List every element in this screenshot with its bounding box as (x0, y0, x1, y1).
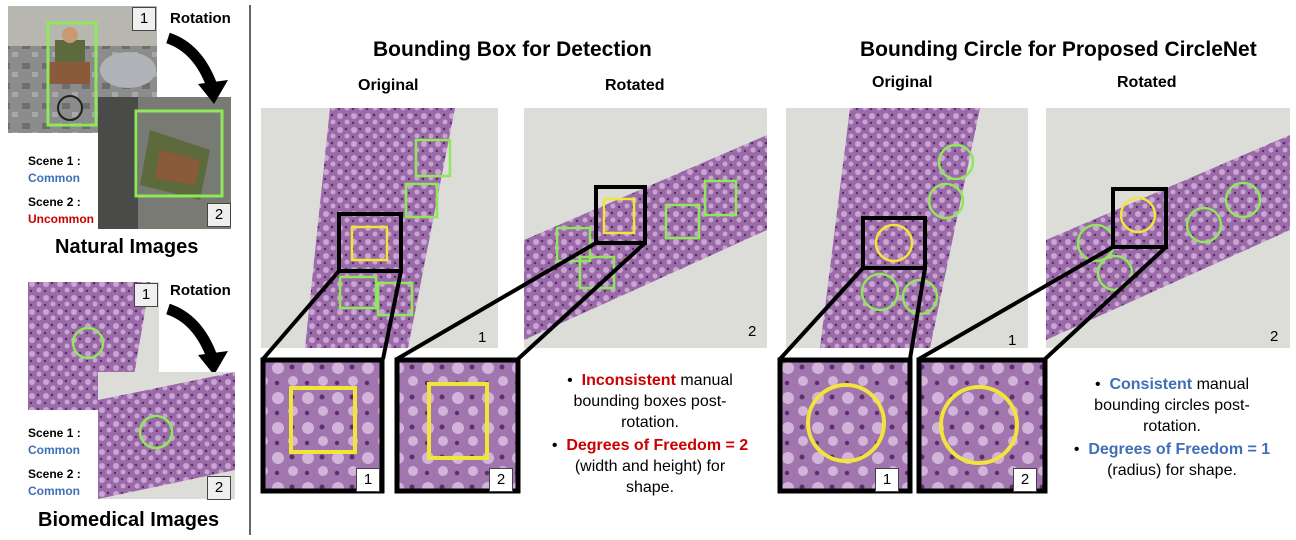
box-bullets: • Inconsistent manual bounding boxes pos… (530, 370, 770, 498)
circle-original-zoom-frame (861, 216, 927, 270)
box-bullet-2: • Degrees of Freedom = 2 (width and heig… (551, 437, 749, 496)
circle-bullet-1-emph: Consistent (1109, 376, 1193, 393)
natural-image-2 (98, 97, 231, 229)
box-zoom-num-2: 2 (489, 468, 513, 492)
box-original-label: Original (358, 77, 419, 94)
box-bullet-1-text-a: manual (675, 372, 733, 389)
circle-bullet-2-text-a: (radius) for shape. (1107, 462, 1237, 479)
box-rotated-zoom-frame (594, 185, 647, 245)
circle-bullet-2-emph: Degrees of Freedom = 1 (1088, 441, 1271, 458)
circle-bullet-1: • Consistent manual bounding circles pos… (1094, 376, 1250, 435)
box-rotated-num: 2 (748, 323, 757, 340)
circle-zoom-num-2: 2 (1013, 468, 1037, 492)
circle-original-num: 1 (1008, 332, 1017, 349)
biomedical-scene1-label: Scene 1 : (28, 426, 81, 440)
box-bullet-2-text-b: shape. (625, 479, 675, 496)
biomedical-scene2-label: Scene 2 : (28, 467, 81, 481)
circle-zoom-num-1: 1 (875, 468, 899, 492)
natural-num-2: 2 (207, 203, 231, 227)
box-rotated-label: Rotated (605, 77, 665, 94)
biomedical-circle-2 (138, 414, 174, 450)
natural-num-1: 1 (132, 7, 156, 31)
biomedical-scene2-value: Common (28, 484, 80, 498)
circle-panel-title: Bounding Circle for Proposed CircleNet (860, 38, 1257, 61)
box-bullet-2-text-a: (width and height) for (574, 458, 726, 475)
natural-images-title: Natural Images (55, 236, 199, 258)
circle-bullets: • Consistent manual bounding circles pos… (1062, 374, 1282, 481)
circle-bullet-2: • Degrees of Freedom = 1 (radius) for sh… (1073, 441, 1271, 479)
circle-original-image (786, 108, 1028, 348)
biomedical-num-1: 1 (134, 283, 158, 307)
box-rotated-image (524, 108, 767, 348)
biomedical-num-2: 2 (207, 476, 231, 500)
box-original-num: 1 (478, 329, 487, 346)
rotation-label-1: Rotation (170, 10, 231, 27)
box-bullet-2-emph: Degrees of Freedom = 2 (566, 437, 749, 454)
natural-bbox-1 (46, 21, 98, 127)
box-zoom-num-1: 1 (356, 468, 380, 492)
circle-rotated-image (1046, 108, 1290, 348)
circle-original-label: Original (872, 74, 933, 91)
natural-scene2-label: Scene 2 : (28, 195, 81, 209)
natural-scene1-label: Scene 1 : (28, 154, 81, 168)
box-original-image (261, 108, 498, 348)
biomedical-scene1-value: Common (28, 443, 80, 457)
box-bullet-1-text-c: rotation. (621, 414, 679, 431)
biomedical-images-title: Biomedical Images (38, 509, 220, 531)
circle-bullet-1-text-b: bounding circles post- (1094, 397, 1250, 414)
rotation-arrow-1 (166, 32, 218, 89)
natural-scene2-value: Uncommon (28, 212, 94, 226)
box-bullet-1-emph: Inconsistent (581, 372, 676, 389)
box-zoom-original (260, 357, 385, 494)
rotation-label-2: Rotation (170, 282, 231, 299)
box-bullet-1-text-b: bounding boxes post- (573, 393, 727, 410)
circle-bullet-1-text-c: rotation. (1143, 418, 1201, 435)
circle-rotated-num: 2 (1270, 328, 1279, 345)
circle-rotated-zoom-frame (1111, 187, 1168, 249)
natural-scene1-value: Common (28, 171, 80, 185)
box-original-zoom-frame (337, 212, 403, 273)
natural-bbox-2 (134, 109, 224, 198)
box-panel-title: Bounding Box for Detection (373, 38, 652, 61)
biomedical-circle-1 (71, 326, 105, 360)
box-bullet-1: • Inconsistent manual bounding boxes pos… (567, 372, 733, 431)
rotation-arrow-2 (166, 303, 218, 360)
circle-rotated-label: Rotated (1117, 74, 1177, 91)
circle-bullet-1-text-a: manual (1192, 376, 1250, 393)
